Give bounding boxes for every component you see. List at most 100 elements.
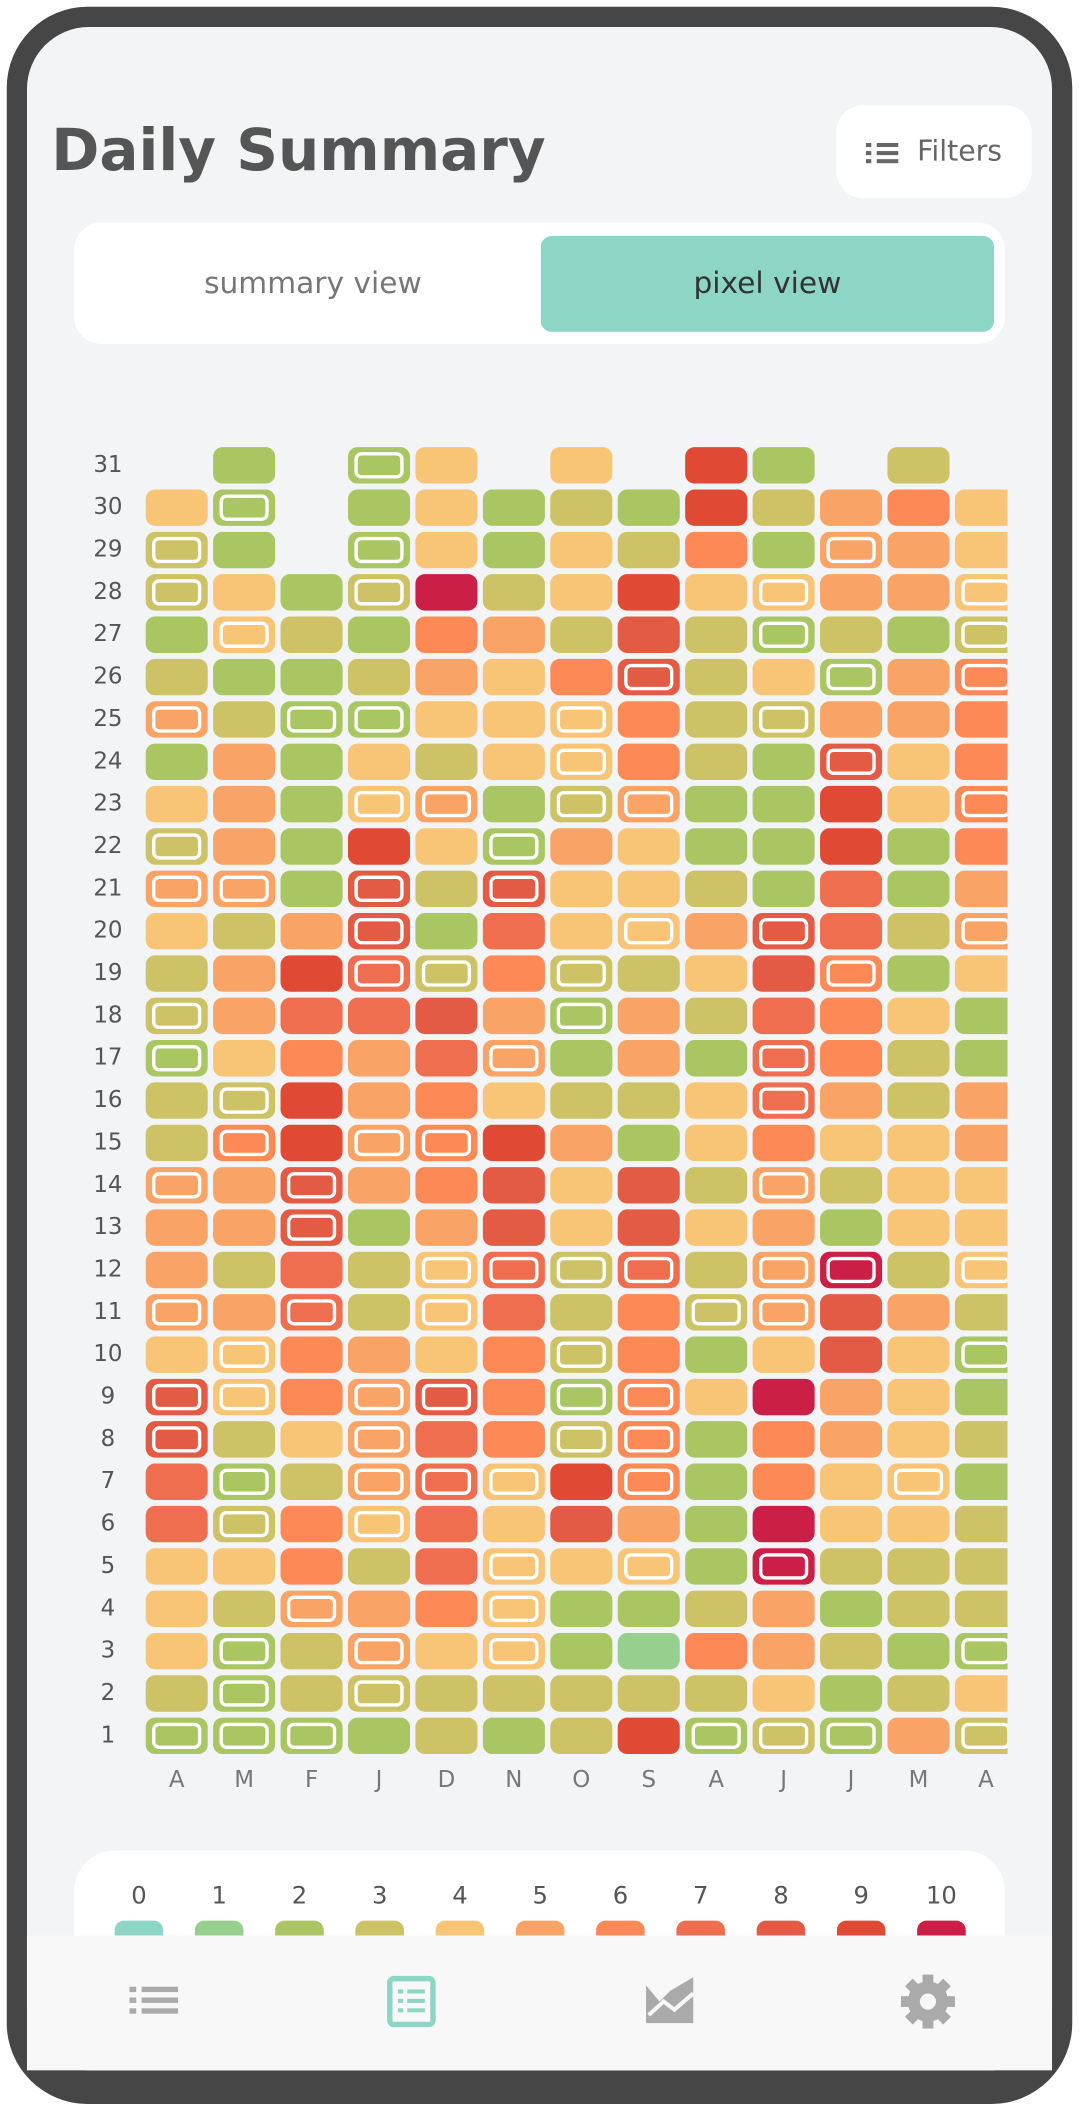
pixel	[213, 1082, 276, 1119]
pixel	[752, 658, 815, 696]
pixel	[617, 785, 680, 823]
day-label: 6	[101, 1511, 116, 1537]
pixel	[145, 1590, 208, 1628]
day-label: 26	[93, 664, 122, 690]
pixel-ring	[152, 1045, 202, 1072]
legend-level: 8	[773, 1880, 788, 1909]
tab-active-bg[interactable]	[540, 236, 995, 332]
pixel-ring	[152, 833, 202, 860]
month-label: D	[438, 1767, 456, 1793]
month-label: J	[374, 1767, 383, 1793]
pixel	[752, 1717, 815, 1755]
pixel	[482, 1590, 545, 1628]
pixel	[954, 1590, 1008, 1628]
pixel	[213, 870, 276, 908]
pixel	[820, 574, 883, 611]
pixel	[752, 1421, 815, 1458]
pixel	[415, 489, 478, 526]
tab-label[interactable]: pixel view	[693, 265, 841, 300]
pixel	[617, 743, 680, 780]
pixel	[954, 870, 1008, 908]
pixel	[415, 616, 478, 653]
pixel	[752, 447, 815, 484]
pixel-ring	[152, 579, 202, 606]
filters-button[interactable]: Filters	[836, 105, 1032, 199]
legend-swatch	[596, 1920, 645, 1936]
pixel	[887, 997, 950, 1035]
pixel	[280, 1209, 343, 1246]
pixel	[415, 997, 478, 1035]
pixel	[213, 1463, 276, 1500]
pixel	[752, 1209, 815, 1246]
pixel-ring	[556, 1002, 606, 1030]
pixel	[482, 1378, 545, 1416]
pixel-ring	[961, 1256, 1008, 1284]
pixel	[415, 1209, 478, 1246]
day-label: 13	[93, 1214, 122, 1240]
pixel	[415, 701, 478, 738]
pixel	[347, 1040, 411, 1077]
legend-level: 4	[452, 1880, 467, 1909]
pixel	[954, 1294, 1008, 1331]
pixel	[280, 912, 343, 950]
pixel-ring	[421, 790, 472, 818]
pixel	[347, 616, 411, 653]
pixel-ring	[624, 663, 674, 691]
nav-list[interactable]	[129, 1986, 179, 2014]
legend-swatch	[515, 1920, 565, 1936]
pixel	[685, 1590, 748, 1628]
pixel	[685, 447, 748, 484]
pixel	[820, 1463, 883, 1500]
legend-swatch	[756, 1920, 806, 1936]
pixel	[347, 1590, 411, 1628]
pixel	[482, 616, 545, 653]
pixel	[482, 1040, 545, 1077]
pixel	[145, 1294, 208, 1331]
pixel	[213, 997, 276, 1035]
pixel	[280, 1717, 343, 1755]
pixel	[685, 1717, 748, 1755]
filters-bg[interactable]	[836, 105, 1032, 199]
pixel-ring	[826, 536, 876, 564]
pixel-ring	[961, 579, 1008, 606]
pixel	[347, 1632, 411, 1670]
pixel	[145, 1040, 208, 1077]
pixel	[685, 1505, 748, 1543]
pixel	[550, 1040, 613, 1077]
pixel	[685, 1675, 748, 1712]
pixel-ring	[219, 621, 269, 648]
month-label: A	[708, 1767, 724, 1793]
pixel-ring	[691, 1722, 741, 1749]
pixel	[213, 1505, 276, 1543]
pixel	[820, 1421, 883, 1458]
pixel	[482, 955, 545, 992]
nav-summary[interactable]	[387, 1975, 436, 2028]
pixel	[482, 1717, 545, 1755]
pixel-ring	[624, 1256, 674, 1284]
pixel	[347, 1463, 411, 1500]
legend-swatch	[355, 1920, 404, 1936]
pixel-ring	[489, 875, 539, 902]
pixel	[280, 1548, 343, 1585]
pixel-ring	[489, 1045, 539, 1072]
pixel	[550, 616, 613, 653]
pixel-ring	[286, 1595, 337, 1622]
pixel	[145, 828, 208, 865]
day-label: 21	[93, 875, 122, 901]
pixel	[415, 785, 478, 823]
pixel	[617, 870, 680, 908]
nav-chart[interactable]	[646, 1977, 695, 2024]
nav-settings[interactable]	[900, 1974, 955, 2029]
day-label: 30	[93, 494, 122, 520]
pixel-ring	[286, 1722, 337, 1749]
pixel	[550, 1209, 613, 1246]
pixel-ring	[152, 706, 202, 733]
pixel	[145, 574, 208, 611]
pixel-ring	[152, 1172, 202, 1199]
tab-label[interactable]: summary view	[204, 265, 422, 300]
filters-label[interactable]: Filters	[917, 134, 1002, 167]
pixel-ring	[759, 1256, 809, 1284]
pixel	[887, 1251, 950, 1289]
pixel	[415, 1421, 478, 1458]
